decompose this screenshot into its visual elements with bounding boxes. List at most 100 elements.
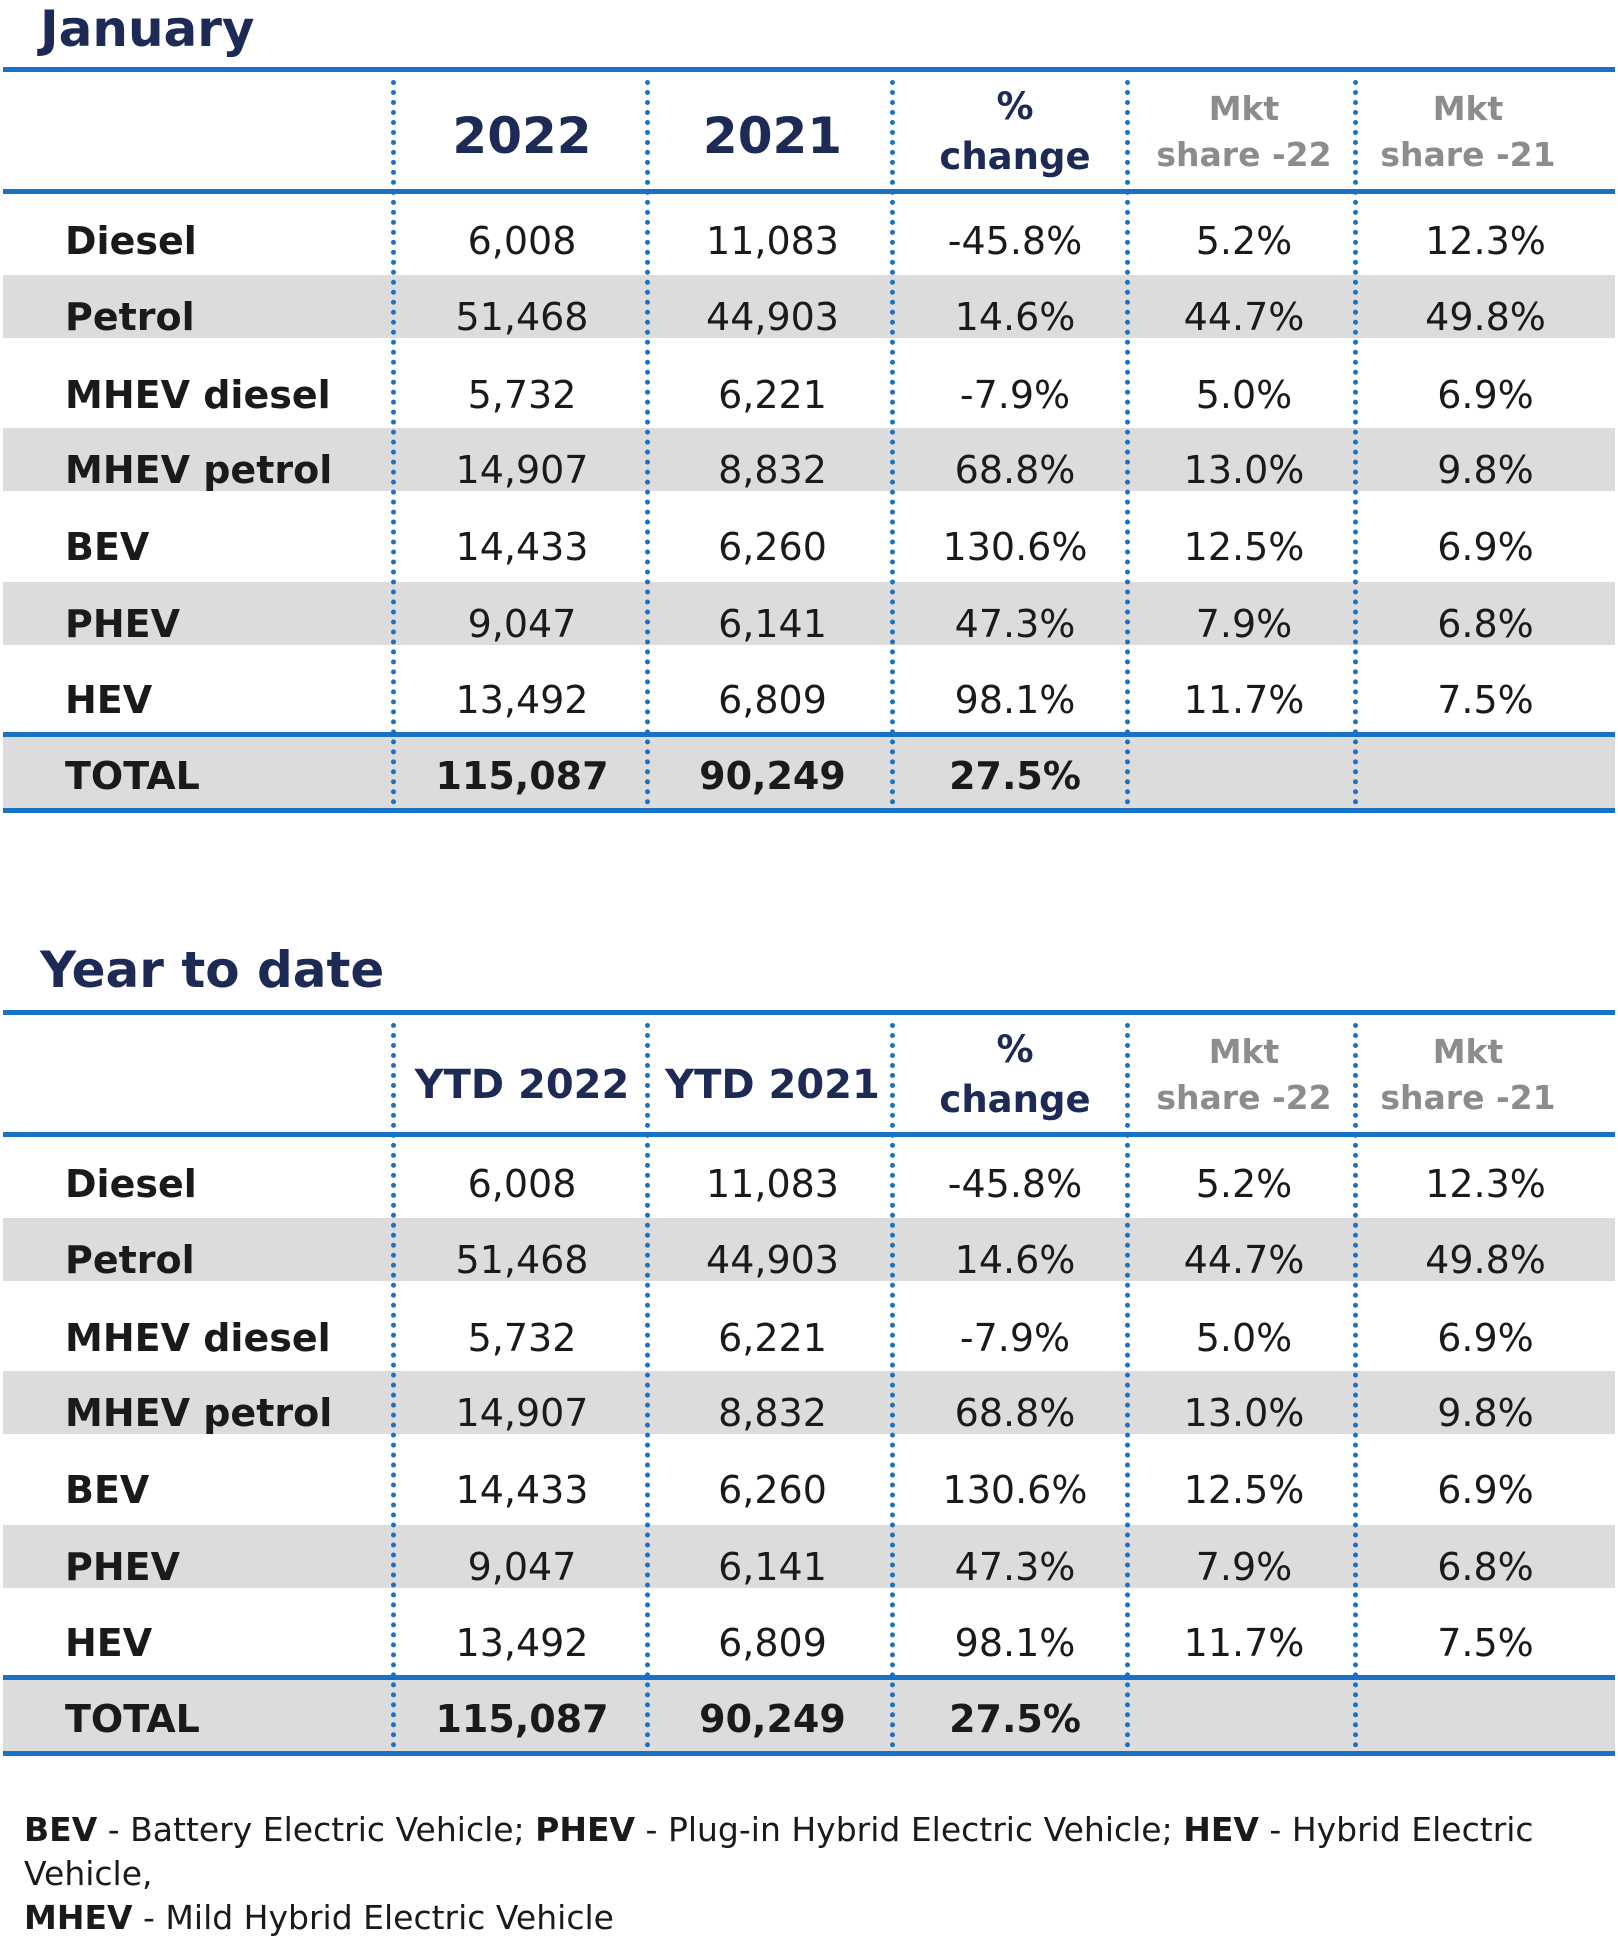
cell-a: 6,008 <box>467 1162 577 1206</box>
header-col-a: 2022 <box>452 107 592 165</box>
cell-a: 5,732 <box>467 373 577 417</box>
column-separator <box>1125 80 1130 805</box>
row-label: HEV <box>65 678 153 722</box>
cell-change: 68.8% <box>954 1391 1076 1435</box>
cell-change: -45.8% <box>947 219 1083 263</box>
cell-mkt22: 5.0% <box>1195 1316 1293 1360</box>
cell-mkt22: 7.9% <box>1195 602 1293 646</box>
cell-a: 14,907 <box>455 448 589 492</box>
cell-b: 8,832 <box>718 1391 827 1435</box>
column-separator <box>1353 1023 1358 1748</box>
cell-b: 44,903 <box>706 1238 839 1282</box>
cell-a: 14,433 <box>455 1468 589 1512</box>
row-label: MHEV diesel <box>65 1316 331 1360</box>
header-col-a: YTD 2022 <box>414 1062 630 1108</box>
row-label: Petrol <box>65 295 195 339</box>
header-mkt21-line2: share -21 <box>1380 1078 1556 1117</box>
total-label: TOTAL <box>65 1697 200 1741</box>
cell-change: 130.6% <box>942 1468 1088 1512</box>
header-mkt21-line2: share -21 <box>1380 135 1556 174</box>
cell-mkt21: 9.8% <box>1437 448 1534 492</box>
cell-change: 14.6% <box>954 1238 1076 1282</box>
cell-a: 13,492 <box>455 678 589 722</box>
row-label: Petrol <box>65 1238 195 1282</box>
row-label: Diesel <box>65 219 197 263</box>
cell-mkt22: 13.0% <box>1183 448 1305 492</box>
cell-a: 13,492 <box>455 1621 589 1665</box>
cell-b: 6,141 <box>718 602 827 646</box>
row-label: PHEV <box>65 602 181 646</box>
column-separator <box>1125 1023 1130 1748</box>
footnote-mhev-abbr: MHEV <box>24 1898 133 1937</box>
cell-a: 14,433 <box>455 525 589 569</box>
cell-b: 6,809 <box>718 678 827 722</box>
cell-change: 98.1% <box>954 678 1076 722</box>
cell-change: 14.6% <box>954 295 1076 339</box>
cell-b: 11,083 <box>706 219 839 263</box>
column-separator <box>1353 80 1358 805</box>
total-b: 90,249 <box>699 754 846 798</box>
cell-mkt21: 49.8% <box>1425 1238 1546 1282</box>
footnote-hev-abbr: HEV <box>1183 1810 1259 1849</box>
cell-a: 51,468 <box>455 1238 589 1282</box>
cell-change: 130.6% <box>942 525 1088 569</box>
total-change: 27.5% <box>949 1697 1081 1741</box>
column-separator <box>391 1023 396 1748</box>
column-separator <box>645 1023 650 1748</box>
cell-mkt22: 44.7% <box>1183 1238 1305 1282</box>
cell-mkt21: 7.5% <box>1437 1621 1534 1665</box>
bottom-rule <box>3 1751 1615 1756</box>
row-stripe <box>3 1218 1615 1281</box>
header-mkt22-line1: Mkt <box>1208 1032 1280 1071</box>
footnote-bev-text: - Battery Electric Vehicle; <box>97 1810 536 1849</box>
total-label: TOTAL <box>65 754 200 798</box>
cell-change: 47.3% <box>954 1545 1076 1589</box>
section-title: January <box>40 0 255 58</box>
cell-b: 6,221 <box>718 373 827 417</box>
cell-mkt21: 6.8% <box>1437 602 1534 646</box>
footnote-mhev-text: - Mild Hybrid Electric Vehicle <box>132 1898 614 1937</box>
footnote-phev-text: - Plug-in Hybrid Electric Vehicle; <box>635 1810 1184 1849</box>
row-stripe <box>3 1525 1615 1588</box>
header-mkt21-line1: Mkt <box>1432 1032 1504 1071</box>
cell-mkt21: 6.8% <box>1437 1545 1534 1589</box>
header-mkt22-line2: share -22 <box>1156 1078 1332 1117</box>
row-stripe <box>3 1679 1615 1756</box>
row-label: BEV <box>65 1468 150 1512</box>
cell-mkt21: 6.9% <box>1437 373 1534 417</box>
cell-b: 6,141 <box>718 1545 827 1589</box>
footnote-hev-text: - Hybrid Electric Vehicle, <box>24 1810 1534 1893</box>
row-label: MHEV petrol <box>65 1391 333 1435</box>
top-rule <box>3 1010 1615 1015</box>
cell-a: 5,732 <box>467 1316 577 1360</box>
header-col-b: 2021 <box>702 107 843 165</box>
cell-change: 47.3% <box>954 602 1076 646</box>
cell-mkt21: 49.8% <box>1425 295 1546 339</box>
cell-b: 6,221 <box>718 1316 827 1360</box>
section-title: Year to date <box>40 941 385 999</box>
row-label: BEV <box>65 525 150 569</box>
cell-change: -7.9% <box>959 1316 1071 1360</box>
cell-change: 68.8% <box>954 448 1076 492</box>
cell-b: 6,809 <box>718 1621 827 1665</box>
row-stripe <box>3 736 1615 813</box>
row-label: Diesel <box>65 1162 197 1206</box>
cell-mkt22: 44.7% <box>1183 295 1305 339</box>
cell-mkt21: 12.3% <box>1425 1162 1546 1206</box>
total-b: 90,249 <box>699 1697 846 1741</box>
header-mkt22-line1: Mkt <box>1208 89 1280 128</box>
row-label: MHEV diesel <box>65 373 331 417</box>
footnote-phev-abbr: PHEV <box>535 1810 636 1849</box>
cell-change: -45.8% <box>947 1162 1083 1206</box>
header-change-line1: % <box>996 1028 1034 1071</box>
total-rule <box>3 1675 1615 1680</box>
column-separator <box>645 80 650 805</box>
cell-mkt22: 11.7% <box>1183 1621 1305 1665</box>
row-stripe <box>3 1371 1615 1434</box>
row-label: MHEV petrol <box>65 448 333 492</box>
cell-a: 9,047 <box>467 602 577 646</box>
header-col-b: YTD 2021 <box>665 1062 880 1108</box>
top-rule <box>3 67 1615 72</box>
cell-mkt22: 5.0% <box>1195 373 1293 417</box>
header-rule <box>3 1132 1615 1137</box>
